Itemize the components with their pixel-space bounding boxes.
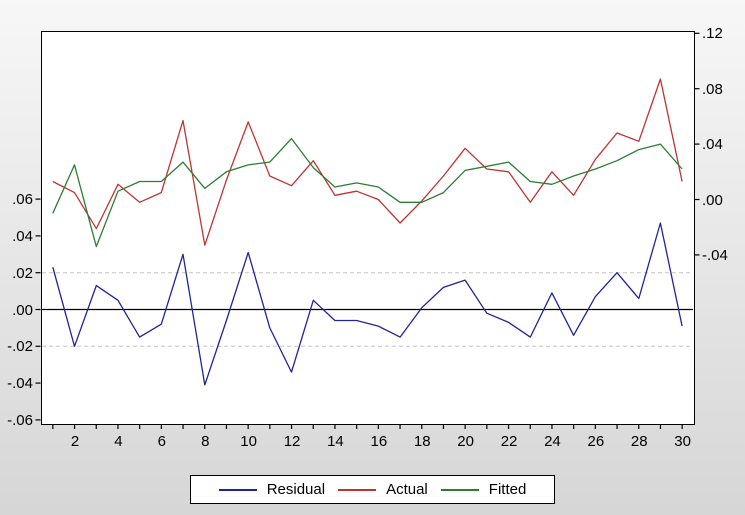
left-axis-tick-label: .04 xyxy=(12,227,33,245)
legend-label-residual: Residual xyxy=(266,481,326,498)
right-axis-tick-label: .00 xyxy=(702,191,723,209)
legend-box: Residual Actual Fitted xyxy=(190,475,555,504)
x-axis-tick-label: 6 xyxy=(157,433,167,450)
actual-line-sample xyxy=(338,488,377,491)
right-axis-tick-label: .08 xyxy=(702,80,723,98)
x-axis-tick-label: 22 xyxy=(500,433,518,450)
residual-line xyxy=(52,222,683,386)
right-axis-tick-label: .12 xyxy=(702,25,723,43)
x-axis-tick-label: 8 xyxy=(201,433,210,450)
legend-item-residual: Residual xyxy=(218,481,326,498)
left-axis-tick-label: -.02 xyxy=(7,338,33,356)
x-axis-tick-label: 12 xyxy=(283,433,301,450)
residual-line-sample xyxy=(218,488,257,491)
legend-item-actual: Actual xyxy=(338,481,428,498)
x-axis-tick-label: 26 xyxy=(587,433,605,450)
fitted-line xyxy=(52,137,683,248)
right-axis-tick-label: -.04 xyxy=(702,246,728,264)
left-axis-tick-label: -.04 xyxy=(7,375,33,393)
left-axis-tick-label: .06 xyxy=(12,191,33,209)
x-axis-tick-label: 10 xyxy=(240,433,257,450)
x-axis-tick-label: 30 xyxy=(674,433,691,450)
x-axis-tick-label: 2 xyxy=(70,433,80,450)
left-axis-tick-label: .00 xyxy=(12,301,33,319)
x-axis-tick-label: 20 xyxy=(457,433,474,450)
left-axis-tick-label: -.06 xyxy=(7,411,33,429)
plot-area xyxy=(35,31,700,429)
right-axis-tick-label: .04 xyxy=(702,136,723,154)
x-axis-tick-label: 16 xyxy=(370,433,388,450)
actual-line xyxy=(52,78,683,246)
x-axis-tick-label: 28 xyxy=(630,433,648,450)
fitted-line-sample xyxy=(440,488,479,491)
x-axis-tick-label: 18 xyxy=(413,433,431,450)
x-axis-tick-label: 4 xyxy=(114,433,123,450)
legend-label-fitted: Fitted xyxy=(488,481,527,498)
legend-label-actual: Actual xyxy=(386,481,428,498)
chart-svg xyxy=(35,32,700,429)
x-axis-tick-label: 14 xyxy=(327,433,344,450)
left-axis-tick-label: .02 xyxy=(12,264,33,282)
x-axis-tick-label: 24 xyxy=(544,433,561,450)
legend-item-fitted: Fitted xyxy=(440,481,527,498)
